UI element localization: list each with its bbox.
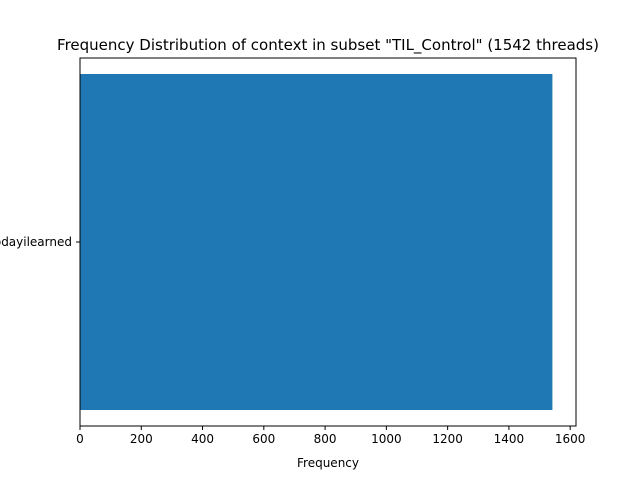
y-tick-label-todayilearned: todayilearned xyxy=(0,235,72,249)
x-tick-label-600: 600 xyxy=(252,432,275,446)
x-tick-label-1600: 1600 xyxy=(555,432,586,446)
plot-frame xyxy=(79,57,577,427)
x-tick-label-1000: 1000 xyxy=(371,432,402,446)
plot-area: todayilearned 0 200 400 600 800 1000 1200 1400 16… xyxy=(0,57,586,446)
x-tick-label-200: 200 xyxy=(130,432,153,446)
x-axis-label: Frequency xyxy=(297,456,359,470)
x-tick-label-1400: 1400 xyxy=(494,432,525,446)
chart-title: Frequency Distribution of context in sub… xyxy=(57,36,599,55)
x-tick-label-1200: 1200 xyxy=(432,432,463,446)
x-tick-label-400: 400 xyxy=(191,432,214,446)
x-tick-label-800: 800 xyxy=(314,432,337,446)
bar-todayilearned xyxy=(80,74,553,410)
x-tick-label-0: 0 xyxy=(76,432,84,446)
